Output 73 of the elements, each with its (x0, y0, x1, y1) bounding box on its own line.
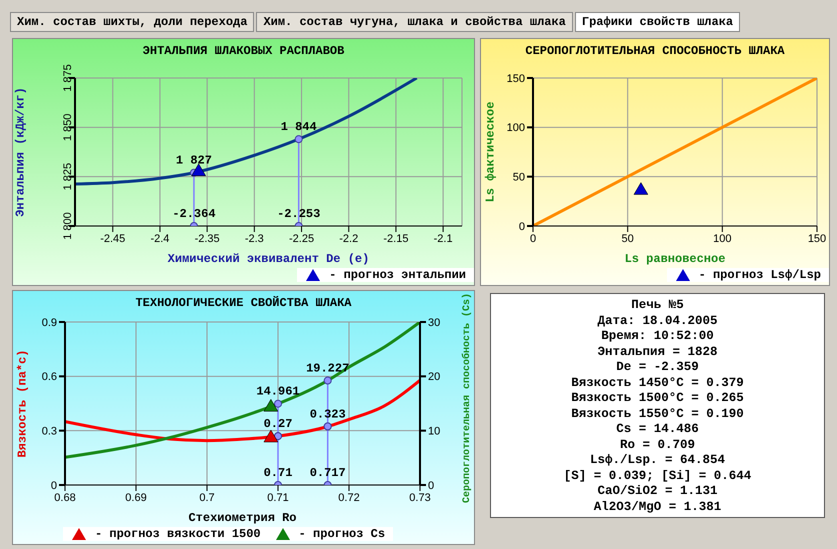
y-axis-title: Энтальпия (кДж/кг) (13, 87, 28, 217)
x-tick-label: 100 (713, 232, 732, 245)
text: Cs = 14.486 (615, 422, 700, 438)
data-label: 14.961 (256, 384, 300, 399)
y2-tick-label: 30 (428, 316, 440, 329)
chart-title: ТЕХНОЛОГИЧЕСКИЕ СВОЙСТВА ШЛАКА (135, 296, 352, 310)
x-tick-label: 50 (622, 232, 634, 245)
chart-title: ЭНТАЛЬПИЯ ШЛАКОВЫХ РАСПЛАВОВ (142, 44, 346, 60)
text: Al2O3/MgO = 1.381 (592, 500, 722, 515)
x-tick-label: 0.7 (199, 492, 215, 504)
text: Вязкость 1500°C = 0.265 (570, 391, 745, 406)
y2-tick-label: 20 (428, 371, 440, 384)
x-tick-label: 0.71 (267, 492, 289, 504)
x-tick-label: -2.45 (100, 232, 126, 245)
text: Дата: 18.04.2005 (596, 314, 719, 329)
data-label: 1 844 (280, 120, 317, 134)
text: [S] = 0.039; [Si] = 0.644 (562, 468, 752, 484)
x-tick-label: 0 (530, 232, 536, 245)
y-tick-label: 150 (506, 72, 525, 85)
x-tick-label: -2.3 (244, 232, 264, 245)
legend-label: - прогноз вязкости 1500 (95, 527, 261, 541)
text: Хим. состав шихты, доли перехода (10, 12, 254, 32)
y2-axis-title: Серопоглотительная способность (Cs) (462, 293, 473, 504)
x-tick-label: 150 (808, 232, 826, 245)
x-tick-label: -2.2 (339, 232, 358, 245)
text: Ro = 0.709 (618, 438, 696, 453)
y-tick-label: 1 850 (62, 114, 74, 142)
y-tick-label: 0.6 (42, 371, 57, 384)
y-tick-label: 0 (518, 220, 525, 233)
y2-tick-label: 10 (428, 426, 440, 438)
legend-label: - прогноз Cs (298, 527, 386, 541)
annotation: 0.717 (310, 466, 346, 480)
text: Графики свойств шлака (574, 12, 740, 32)
y-tick-label: 1 800 (62, 212, 74, 240)
annotation: -2.253 (277, 207, 320, 221)
text: De = -2.359 (615, 360, 700, 376)
text: Печь №5 (630, 298, 685, 314)
text: Хим. состав чугуна, шлака и свойства шлака (256, 12, 573, 32)
legend-label: - прогноз Lsф/Lsp (698, 268, 821, 282)
y2-tick-label: 0 (428, 480, 434, 492)
x-axis-title: Ls равновесное (624, 252, 726, 266)
data-label: 1 827 (176, 154, 212, 168)
text: Вязкость 1550°C = 0.190 (570, 406, 745, 422)
y-axis-title: Вязкость (па*с) (15, 349, 30, 458)
x-tick-label: 0.72 (338, 492, 360, 504)
y-tick-label: 0.3 (42, 426, 57, 438)
data-label: 0.27 (264, 417, 292, 432)
x-tick-label: -2.35 (194, 232, 220, 245)
y-axis-title: Ls фактическое (483, 102, 498, 202)
y-tick-label: 1 825 (62, 162, 74, 190)
x-axis-title: Химический эквивалент De (e) (168, 252, 370, 266)
x-tick-label: 0.73 (409, 492, 431, 504)
x-tick-label: -2.1 (434, 232, 453, 245)
y-tick-label: 100 (506, 122, 525, 134)
data-label: 0.323 (310, 408, 346, 422)
x-tick-label: 0.69 (125, 492, 147, 504)
annotation: -2.364 (172, 207, 216, 221)
annotation: 0.71 (264, 466, 292, 480)
legend-label: - прогноз энтальпии (329, 268, 466, 282)
x-axis-title: Стехиометрия Ro (188, 511, 297, 525)
x-tick-label: -2.15 (383, 232, 408, 245)
text: CaO/SiO2 = 1.131 (596, 484, 719, 500)
text: Энтальпия = 1828 (596, 344, 719, 360)
x-tick-label: -2.4 (150, 232, 170, 245)
text: Время: 10:52:00 (600, 329, 715, 344)
x-tick-label: -2.25 (289, 232, 314, 245)
y-tick-label: 0.9 (42, 316, 57, 329)
chart-title: СЕРОПОГЛОТИТЕЛЬНАЯ СПОСОБНОСТЬ ШЛАКА (524, 44, 786, 60)
x-tick-label: 0.68 (54, 492, 76, 504)
y-tick-label: 50 (512, 172, 525, 184)
y-tick-label: 0 (50, 480, 57, 492)
text: Вязкость 1450°C = 0.379 (570, 376, 745, 391)
text: Lsф./Lsp. = 64.854 (588, 453, 726, 468)
